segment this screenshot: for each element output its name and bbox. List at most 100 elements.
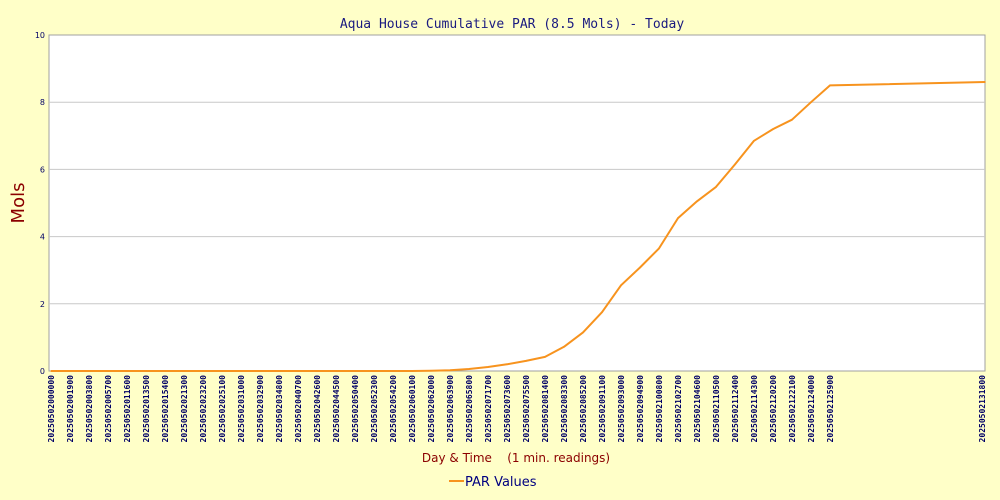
data-point [259,370,261,372]
x-tick-label: 20250502091100 [598,375,607,443]
data-point [449,369,451,372]
x-tick-label: 20250502094900 [636,375,645,443]
x-tick-label: 20250502015400 [161,375,170,443]
x-tick-label: 20250502023200 [199,375,208,443]
data-point [601,311,603,314]
data-point [658,247,660,250]
x-axis-label: Day & Time (1 min. readings) [422,451,610,465]
x-tick-label: 20250502034800 [275,375,284,443]
data-point [373,370,375,372]
data-point [50,370,52,372]
x-tick-label: 20250502065800 [465,375,474,443]
x-tick-label: 20250502110500 [712,375,721,443]
data-point [164,370,166,372]
x-tick-label: 20250502063900 [446,375,455,443]
data-point [677,217,679,219]
x-tick-label: 20250502001900 [66,375,75,443]
x-tick-label: 20250502011600 [123,375,132,443]
data-point [639,266,641,269]
data-point [335,370,337,372]
x-tick-label: 20250502100800 [655,375,664,443]
data-point [753,140,755,142]
data-point [88,370,90,372]
data-point [715,186,717,188]
x-axis-ticks: 20250502000000 20250502001900 202505020038… [47,375,987,443]
data-point [430,369,432,372]
data-point [145,370,147,372]
x-tick-label: 20250502054200 [389,375,398,443]
data-point [411,370,413,372]
data-point [984,81,986,83]
x-tick-label: 20250502013500 [142,375,151,443]
data-point [392,370,394,372]
x-tick-label: 20250502062000 [427,375,436,443]
x-tick-label: 20250502081400 [541,375,550,443]
x-tick-label: 20250502075500 [522,375,531,443]
data-point [316,370,318,372]
x-tick-label: 20250502044500 [332,375,341,443]
data-point [126,370,128,372]
data-point [791,118,793,121]
x-tick-label: 20250502073600 [503,375,512,443]
x-tick-label: 20250502093000 [617,375,626,443]
plot-area [48,34,986,372]
data-point [734,163,736,166]
legend-label: PAR Values [465,475,537,490]
x-tick-label: 20250502032900 [256,375,265,443]
x-tick-label: 20250502000000 [47,375,56,443]
x-tick-label: 20250502060100 [408,375,417,443]
x-tick-label: 20250502122100 [788,375,797,443]
x-tick-label: 20250502050400 [351,375,360,443]
x-tick-label: 20250502042600 [313,375,322,443]
data-point [620,284,622,287]
data-point [107,370,109,372]
x-tick-label: 20250502005700 [104,375,113,443]
grid-lines [49,101,985,305]
data-point [69,370,71,372]
data-point [468,368,470,370]
y-tick-label: 8 [40,98,45,107]
x-tick-label: 20250502102700 [674,375,683,443]
data-point [563,346,565,348]
x-tick-label: 20250502040700 [294,375,303,443]
data-point [544,356,546,358]
y-axis-label: Mols [8,183,29,224]
y-axis-ticks: 0 2 4 6 8 10 [35,31,45,376]
data-point [221,370,223,372]
data-point [202,370,204,372]
x-tick-label: 20250502071700 [484,375,493,443]
data-point [582,331,584,334]
x-tick-label: 20250502021300 [180,375,189,443]
series-layer [50,81,986,372]
data-point [240,370,242,372]
x-tick-label: 20250502031000 [237,375,246,443]
x-tick-label: 20250502083300 [560,375,569,443]
y-tick-label: 2 [40,300,45,309]
y-tick-label: 10 [35,31,45,40]
x-tick-label: 20250502124000 [807,375,816,443]
data-point [525,360,527,362]
x-tick-label: 20250502052300 [370,375,379,443]
data-point [183,370,185,372]
x-tick-label: 20250502104600 [693,375,702,443]
data-point [696,200,698,203]
chart-title: Aqua House Cumulative PAR (8.5 Mols) - T… [340,17,685,32]
x-tick-label: 20250502025100 [218,375,227,443]
y-tick-label: 4 [40,233,45,242]
data-point [772,128,774,130]
data-point [278,370,280,372]
x-tick-label: 20250502125900 [826,375,835,443]
x-tick-label: 20250502131800 [978,375,987,443]
data-point [354,370,356,372]
data-point [506,363,508,366]
x-tick-label: 20250502114300 [750,375,759,443]
x-tick-label: 20250502120200 [769,375,778,443]
y-tick-label: 0 [40,367,45,376]
y-tick-label: 6 [40,165,45,174]
x-tick-label: 20250502003800 [85,375,94,443]
x-tick-label: 20250502112400 [731,375,740,443]
legend: PAR Values [449,475,537,490]
data-point [487,366,489,368]
x-tick-label: 20250502085200 [579,375,588,443]
